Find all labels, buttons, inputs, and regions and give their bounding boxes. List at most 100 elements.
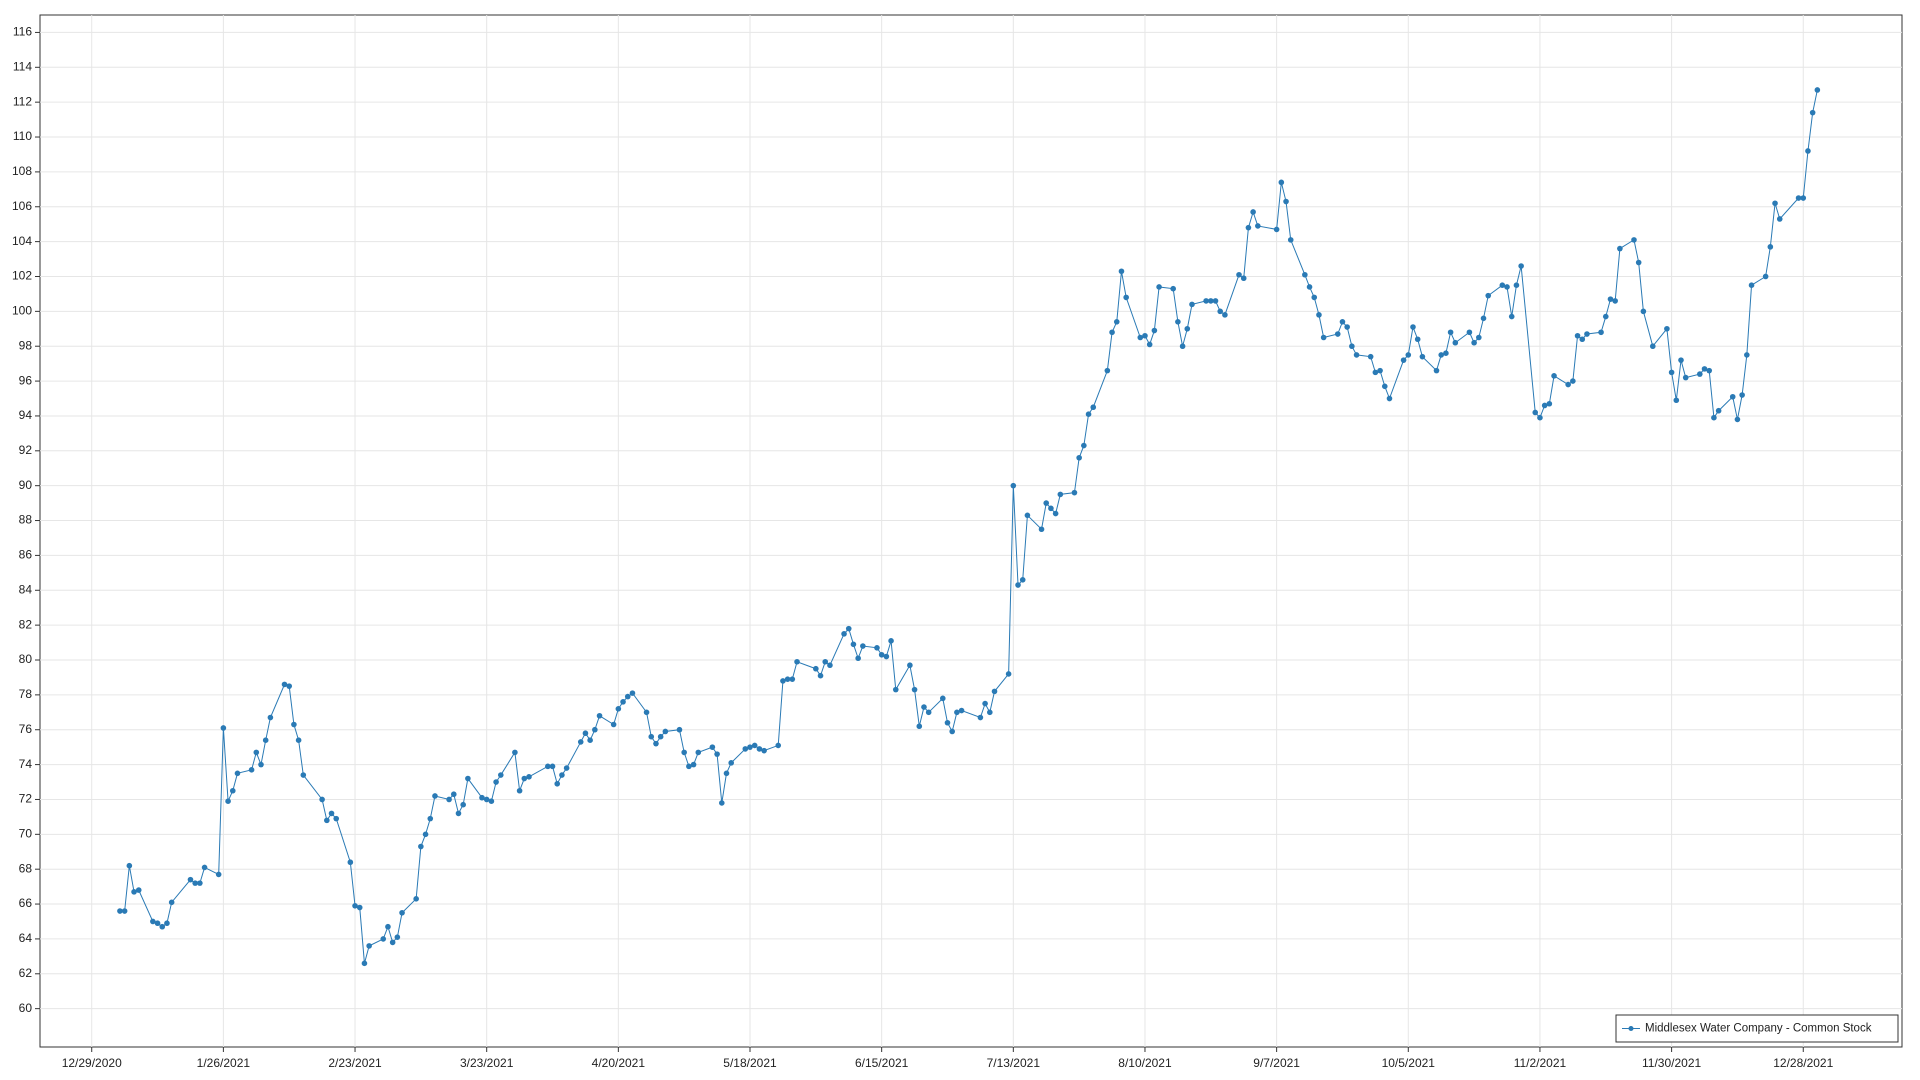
data-point [1038, 526, 1045, 533]
data-point [1410, 324, 1416, 330]
data-point [850, 641, 857, 648]
data-point [582, 730, 589, 737]
data-point [258, 761, 264, 768]
data-point [860, 643, 866, 649]
data-point [399, 909, 405, 916]
data-point [1400, 357, 1407, 363]
data-point [1485, 292, 1492, 299]
data-point [1546, 400, 1553, 407]
data-point [1367, 353, 1374, 360]
data-point [982, 700, 988, 707]
y-tick-label: 98 [19, 338, 33, 352]
y-tick-label: 82 [19, 617, 33, 631]
data-point [1010, 482, 1017, 489]
x-tick-label: 8/10/2021 [1118, 1056, 1172, 1070]
data-point [229, 787, 236, 794]
data-point [1504, 284, 1510, 290]
data-point [493, 779, 499, 785]
data-point [1602, 313, 1609, 320]
y-tick-label: 108 [12, 164, 32, 178]
data-point [192, 880, 198, 886]
data-point [1372, 369, 1379, 376]
data-point [286, 683, 293, 689]
data-point [1706, 367, 1713, 374]
data-point [1090, 404, 1097, 411]
data-point [446, 796, 452, 803]
data-point [295, 737, 302, 743]
data-point [714, 751, 720, 757]
data-point [545, 763, 551, 770]
data-point [422, 831, 429, 838]
data-point [1701, 366, 1708, 372]
data-point [460, 801, 466, 808]
data-point [1532, 409, 1539, 416]
data-point [577, 739, 584, 745]
data-point [516, 787, 523, 794]
data-point [1414, 336, 1421, 343]
data-point [1175, 319, 1181, 325]
data-point [1584, 331, 1590, 337]
data-point [563, 765, 570, 771]
data-point [1452, 339, 1459, 346]
data-point [126, 862, 133, 869]
x-tick-label: 5/18/2021 [723, 1056, 777, 1070]
data-point [1334, 331, 1341, 337]
data-point [1668, 369, 1675, 376]
data-point [220, 725, 227, 731]
data-point [592, 726, 598, 733]
data-point [497, 772, 504, 778]
data-point [319, 796, 325, 803]
data-point [1137, 334, 1144, 341]
data-point [1208, 298, 1214, 304]
data-point [1565, 381, 1571, 388]
data-point [1377, 367, 1383, 374]
data-point [958, 707, 965, 714]
x-tick-label: 6/15/2021 [855, 1056, 909, 1070]
data-point [427, 815, 434, 822]
data-point [135, 887, 142, 893]
y-tick-label: 96 [19, 373, 33, 387]
data-point [1104, 367, 1111, 374]
data-point [1513, 282, 1520, 289]
data-point [164, 920, 170, 927]
data-point [121, 908, 128, 914]
data-point [328, 810, 335, 817]
data-point [131, 889, 137, 895]
data-point [676, 726, 683, 733]
data-point [168, 899, 175, 906]
data-point [1466, 329, 1473, 336]
data-point [690, 761, 697, 768]
data-point [1795, 195, 1802, 201]
x-tick-label: 12/29/2020 [62, 1056, 122, 1070]
data-point [1767, 244, 1774, 250]
data-point [874, 644, 880, 651]
data-point [253, 749, 260, 756]
x-tick-label: 4/20/2021 [592, 1056, 646, 1070]
data-point [300, 772, 307, 778]
data-point [878, 651, 885, 658]
data-point [1715, 407, 1722, 414]
data-point [1438, 352, 1445, 358]
data-point [991, 688, 998, 695]
data-point [624, 693, 631, 700]
data-point [215, 871, 222, 878]
data-point [620, 699, 626, 705]
x-tick-label: 11/2/2021 [1514, 1056, 1567, 1070]
data-point [907, 662, 913, 669]
data-point [1142, 332, 1148, 339]
data-point [1518, 263, 1524, 269]
data-point [1076, 454, 1082, 461]
x-tick-label: 10/5/2021 [1382, 1056, 1436, 1070]
y-tick-label: 68 [19, 861, 33, 875]
data-point [1678, 357, 1684, 363]
y-tick-label: 84 [19, 582, 33, 596]
data-point [780, 678, 786, 684]
data-point [1673, 397, 1680, 404]
data-point [987, 709, 993, 716]
data-point [1184, 325, 1191, 332]
data-point [413, 896, 419, 902]
data-point [1447, 329, 1454, 336]
data-point [1024, 512, 1031, 519]
y-tick-label: 72 [19, 792, 33, 806]
